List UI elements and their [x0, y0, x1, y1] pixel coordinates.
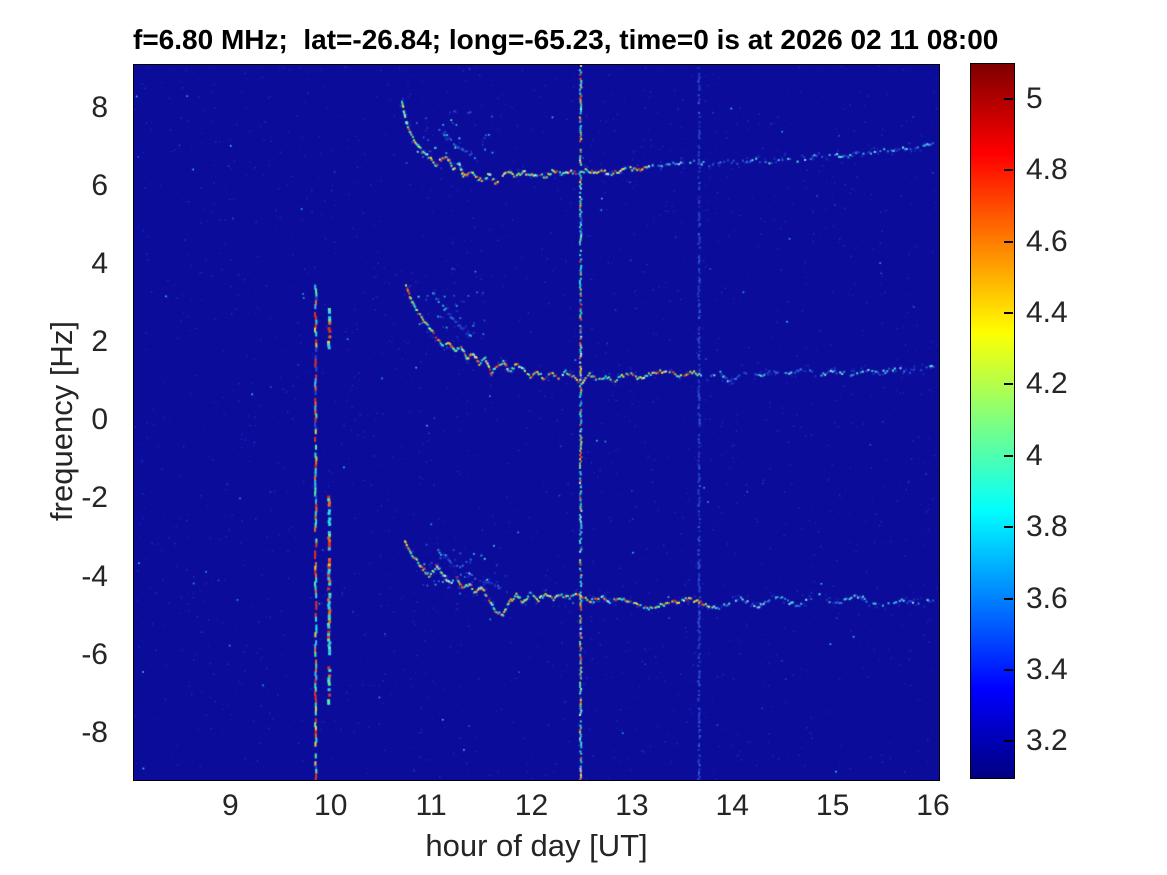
- colorbar-tick-mark: [1004, 597, 1013, 600]
- plot-title: f=6.80 MHz; lat=-26.84; long=-65.23, tim…: [133, 24, 999, 55]
- x-axis-label: hour of day [UT]: [425, 828, 648, 863]
- x-tick-label: 14: [715, 789, 749, 822]
- colorbar-tick-label: 3.6: [1026, 581, 1068, 615]
- y-tick-label: 8: [91, 90, 108, 124]
- colorbar-tick-label: 3.2: [1026, 724, 1068, 758]
- colorbar-tick-mark: [1004, 311, 1013, 314]
- colorbar-tick-label: 3.4: [1026, 652, 1068, 686]
- y-tick-label: 2: [91, 325, 108, 359]
- colorbar-tick-mark: [1004, 240, 1013, 243]
- y-tick-label: 0: [91, 403, 108, 437]
- colorbar-tick-label: 4: [1026, 438, 1043, 472]
- colorbar-tick-mark: [1004, 526, 1013, 529]
- y-tick-label: -4: [81, 559, 108, 593]
- x-tick-label: 11: [415, 789, 447, 822]
- spectrogram-canvas: [134, 65, 939, 780]
- colorbar-tick-mark: [1004, 740, 1013, 743]
- colorbar-tick-label: 3.8: [1026, 510, 1068, 544]
- y-tick-label: -6: [81, 637, 108, 671]
- y-tick-label: -8: [81, 715, 108, 749]
- x-tick-label: 10: [314, 789, 348, 822]
- colorbar-tick-mark: [1004, 383, 1013, 386]
- colorbar-canvas: [971, 64, 1014, 778]
- y-axis-label: frequency [Hz]: [44, 321, 79, 521]
- colorbar-tick-mark: [1004, 97, 1013, 100]
- x-tick-label: 13: [615, 789, 649, 822]
- y-tick-label: 6: [91, 168, 108, 202]
- spectrogram-plot-area: [133, 64, 940, 781]
- colorbar-tick-label: 4.8: [1026, 153, 1068, 187]
- colorbar-tick-mark: [1004, 668, 1013, 671]
- colorbar-tick-label: 4.6: [1026, 224, 1068, 258]
- x-tick-label: 16: [916, 789, 950, 822]
- y-tick-label: -2: [81, 481, 108, 515]
- colorbar-tick-label: 4.2: [1026, 367, 1068, 401]
- x-tick-label: 15: [815, 789, 850, 822]
- colorbar-tick-label: 5: [1026, 81, 1043, 115]
- x-tick-label: 12: [514, 789, 549, 822]
- y-tick-label: 4: [91, 247, 108, 281]
- colorbar-tick-label: 4.4: [1026, 295, 1068, 329]
- x-tick-label: 9: [222, 789, 239, 822]
- colorbar: [970, 63, 1015, 779]
- colorbar-tick-mark: [1004, 169, 1013, 172]
- colorbar-tick-mark: [1004, 454, 1013, 457]
